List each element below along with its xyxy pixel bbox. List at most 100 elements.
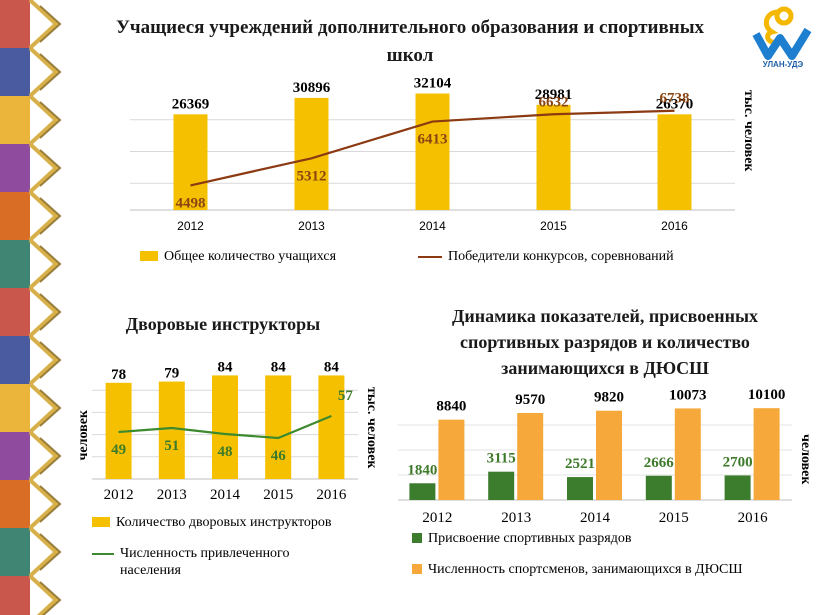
bar-series-b [596, 410, 622, 500]
ornament-chevron [39, 341, 62, 379]
chart1-title: Учащиеся учреждений дополнительного обра… [115, 17, 705, 66]
x-tick-label: 2014 [419, 219, 446, 233]
bar [173, 114, 208, 210]
line-value-label: 6413 [418, 132, 448, 148]
legend-swatch-bar [412, 533, 422, 543]
ornament-chevron [39, 581, 62, 615]
x-tick-label: 2014 [210, 487, 241, 503]
bar-value-label: 26370 [656, 96, 694, 112]
bar-value-label: 32104 [414, 76, 452, 92]
bar-value-label: 2666 [644, 455, 675, 471]
x-tick-label: 2012 [104, 487, 134, 503]
chart2-legend-line: Численность привлеченного населения [92, 545, 352, 579]
legend-label: Общее количество учащихся [164, 249, 337, 264]
bar [265, 375, 292, 479]
city-logo-icon [752, 6, 812, 60]
line-value-label: 4498 [176, 195, 206, 211]
ornament-block [0, 336, 30, 384]
ornament-chevron [28, 0, 59, 50]
bar-value-label: 10073 [669, 387, 707, 403]
bar-value-label: 2700 [723, 454, 753, 470]
bar-series-b [438, 419, 465, 500]
bar-value-label: 79 [164, 366, 179, 382]
ornament-chevron [39, 101, 62, 139]
bar-series-b [517, 413, 544, 500]
ornament-chevron [28, 142, 59, 194]
ornament-chevron [28, 430, 59, 482]
ornament-chevron [28, 46, 59, 98]
chart3-legend-b: Численность спортсменов, занимающихся в … [412, 561, 742, 578]
legend-swatch-line [92, 553, 114, 555]
ornament-chevron [28, 526, 59, 578]
line-value-label: 6632 [539, 94, 569, 110]
bar-series-a [488, 471, 515, 500]
ornament-chevron [28, 574, 59, 615]
ornament-chevron [39, 389, 62, 427]
line-value-label: 46 [271, 448, 287, 464]
ornament-block [0, 480, 30, 528]
x-tick-label: 2016 [661, 219, 688, 233]
ornament-chevron [28, 238, 59, 290]
ornament-chevron [39, 149, 62, 187]
chart3-title: Динамика показателей, присвоенных спорти… [451, 306, 758, 378]
ornament-block [0, 384, 30, 432]
series-line [118, 414, 332, 440]
bar-value-label: 26369 [172, 96, 210, 112]
legend-label: Численность привлеченного населения [120, 546, 290, 578]
ornament-block [0, 240, 30, 288]
bar [657, 114, 692, 210]
line-value-label: 51 [164, 438, 179, 454]
x-tick-label: 2016 [316, 487, 347, 503]
ornament-chevron [39, 485, 62, 523]
line-value-label: 6738 [660, 91, 690, 107]
x-tick-label: 2013 [157, 487, 187, 503]
bar-series-a [409, 483, 436, 500]
ornament-strip [0, 0, 62, 615]
bar-value-label: 28981 [535, 87, 573, 103]
legend-label: Присвоение спортивных разрядов [428, 531, 632, 546]
x-tick-label: 2015 [659, 510, 689, 526]
ornament-block [0, 0, 30, 48]
chart3-legend-a: Присвоение спортивных разрядов [412, 530, 631, 547]
ornament-chevron [39, 197, 62, 235]
bar-value-label: 10100 [748, 387, 786, 403]
legend-label: Численность спортсменов, занимающихся в … [428, 562, 743, 577]
bar [212, 375, 238, 479]
ornament-chevron [39, 5, 62, 43]
bar-value-label: 30896 [293, 80, 331, 96]
ornament-chevron [28, 382, 59, 434]
bar-value-label: 84 [271, 359, 287, 375]
ornament-block [0, 192, 30, 240]
bar-value-label: 9820 [594, 390, 624, 406]
bar-value-label: 84 [324, 359, 340, 375]
chart3-unit-label: человек [798, 434, 813, 485]
x-tick-label: 2015 [540, 219, 567, 233]
chart2-right-unit-label: тыс. человек [364, 387, 379, 469]
ornament-block [0, 528, 30, 576]
x-tick-label: 2013 [298, 219, 325, 233]
legend-swatch-bar [412, 564, 422, 574]
line-value-label: 48 [218, 444, 233, 460]
line-value-label: 5312 [297, 168, 327, 184]
chart1-legend-line: Победители конкурсов, соревнований [418, 248, 674, 265]
ornament-chevron [28, 94, 59, 146]
ornament-chevron [39, 245, 62, 283]
bar-value-label: 1840 [407, 462, 437, 478]
ornament-block [0, 48, 30, 96]
x-tick-label: 2014 [580, 510, 611, 526]
bar-series-b [674, 408, 701, 500]
x-tick-label: 2012 [422, 510, 452, 526]
ornament-block [0, 288, 30, 336]
ornament-chevron [28, 286, 59, 338]
ornament-chevron [39, 533, 62, 571]
x-tick-label: 2013 [501, 510, 531, 526]
ornament-chevron [28, 190, 59, 242]
x-tick-label: 2015 [263, 487, 293, 503]
line-value-label: 57 [338, 388, 354, 404]
series-line [190, 109, 675, 187]
logo-caption: УЛАН-УДЭ [762, 60, 804, 69]
